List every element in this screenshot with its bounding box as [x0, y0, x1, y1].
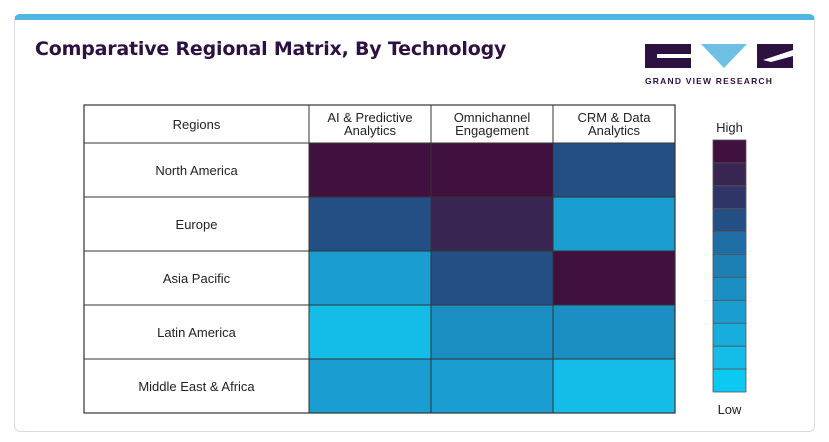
heatmap-cell	[308, 250, 432, 306]
heatmap-cell	[552, 142, 676, 198]
row-label-cell	[83, 358, 310, 414]
legend-swatch	[712, 277, 747, 301]
brand-logo-text: GRAND VIEW RESEARCH	[645, 76, 774, 86]
heatmap-cell	[430, 196, 554, 252]
heatmap-cell	[430, 358, 554, 414]
column-header-label: AI & Predictive Analytics	[327, 110, 412, 138]
column-header-line: Engagement	[455, 123, 529, 138]
heatmap-cell	[308, 196, 432, 252]
row-label-cell	[83, 304, 310, 360]
brand-logo	[645, 44, 793, 68]
row-label: Middle East & Africa	[138, 379, 255, 394]
row-label: Latin America	[157, 325, 237, 340]
legend-high-label: High	[716, 120, 743, 135]
chart-title: Comparative Regional Matrix, By Technolo…	[35, 38, 507, 60]
column-header-label: Omnichannel Engagement	[454, 110, 531, 138]
heatmap-cell	[552, 196, 676, 252]
column-header-line: CRM & Data	[578, 110, 652, 125]
heatmap-cell	[308, 304, 432, 360]
logo-stripe-right	[763, 50, 793, 62]
row-label: Europe	[176, 217, 218, 232]
legend-swatch	[712, 368, 747, 393]
row-label: North America	[155, 163, 238, 178]
column-header-line: Omnichannel	[454, 110, 531, 125]
column-header-line: Analytics	[588, 123, 641, 138]
column-header-label: CRM & Data Analytics	[578, 110, 652, 138]
table-border	[83, 104, 676, 414]
heatmap-cell	[308, 142, 432, 198]
row-label-cell	[83, 142, 310, 198]
legend-swatch	[712, 231, 747, 255]
row-label-cell	[83, 250, 310, 306]
column-header-line: Analytics	[344, 123, 397, 138]
heatmap-cell	[430, 304, 554, 360]
legend-swatch	[712, 139, 747, 164]
column-header-line: AI & Predictive	[327, 110, 412, 125]
heatmap-cell	[430, 142, 554, 198]
legend-swatch	[712, 254, 747, 278]
legend-swatch	[712, 345, 747, 370]
row-header-label: Regions	[173, 117, 221, 132]
legend-swatch	[712, 162, 747, 187]
heatmap-cell	[552, 250, 676, 306]
heatmap-cell	[430, 250, 554, 306]
heatmap-cell	[552, 358, 676, 414]
legend-swatch	[712, 185, 747, 210]
legend-swatch	[712, 208, 747, 233]
legend-swatch	[712, 322, 747, 347]
row-label-cell	[83, 196, 310, 252]
legend-swatch	[712, 299, 747, 324]
heatmap-cell	[308, 358, 432, 414]
logo-stripe-left	[657, 54, 691, 58]
heatmap-cell	[552, 304, 676, 360]
legend-low-label: Low	[718, 402, 742, 417]
row-label: Asia Pacific	[163, 271, 231, 286]
logo-triangle	[701, 44, 747, 68]
